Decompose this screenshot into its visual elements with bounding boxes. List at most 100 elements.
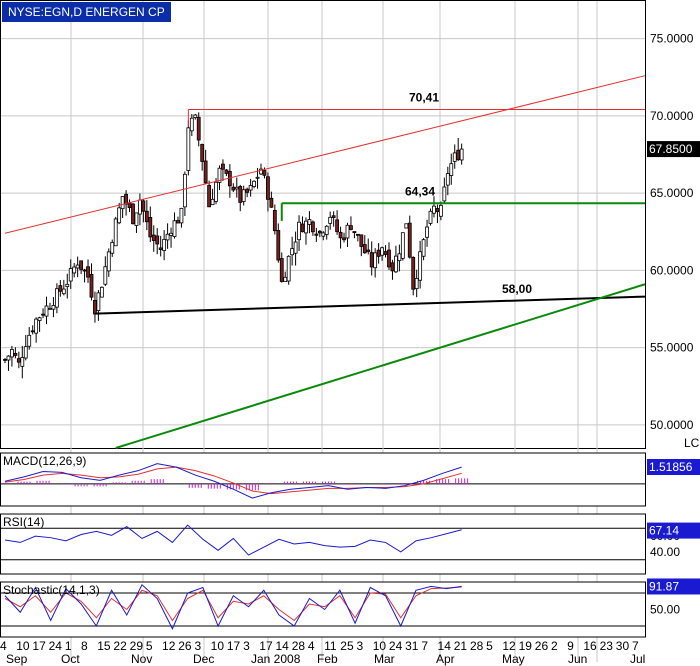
candle-body <box>155 235 160 245</box>
candle-body <box>407 222 412 258</box>
candle-body <box>200 143 205 162</box>
candle-body <box>72 266 77 274</box>
x-axis-month-label: Nov <box>131 652 152 666</box>
stochastic-k-line <box>4 583 462 630</box>
candle-body <box>144 210 149 223</box>
price-axis-label: 75.0000 <box>650 32 694 46</box>
candle-body <box>75 264 80 269</box>
candle-body <box>120 196 125 210</box>
x-axis-tick-label: 7 <box>421 639 428 653</box>
candle-body <box>286 255 291 282</box>
candle-body <box>103 266 108 285</box>
candle-body <box>449 163 454 176</box>
candle-body <box>421 239 426 257</box>
candle-body <box>68 268 73 282</box>
candle-body <box>207 185 212 208</box>
candle-body <box>238 186 243 203</box>
candle-body <box>376 249 381 257</box>
candle-body <box>221 163 225 170</box>
x-axis-tick-label: 10 <box>16 639 30 653</box>
x-axis-month-label: Dec <box>193 652 214 666</box>
candle-body <box>359 234 364 247</box>
candle-body <box>355 233 360 236</box>
x-axis-tick-label: 12 <box>162 639 176 653</box>
candle-body <box>241 189 246 202</box>
x-axis-tick-label: 24 <box>49 639 63 653</box>
candle-body <box>366 249 371 252</box>
candle-body <box>331 215 336 218</box>
x-axis-tick-label: 15 <box>97 639 111 653</box>
candle-body <box>113 218 118 247</box>
x-axis-month-label: Jun <box>568 652 587 666</box>
candle-body <box>34 318 39 334</box>
price-axis-label: 55.0000 <box>650 341 694 355</box>
candle-body <box>96 292 101 312</box>
stochastic-value-label: 91.87 <box>649 579 679 593</box>
candle-body <box>387 249 391 268</box>
x-axis-month-label: Jan 2008 <box>251 652 301 666</box>
x-axis-tick-label: 5 <box>146 639 153 653</box>
candle-body <box>259 168 263 175</box>
macd-value-label: 1.51856 <box>649 460 693 474</box>
candle-body <box>234 186 239 190</box>
candle-body <box>338 231 343 239</box>
candle-body <box>79 260 84 270</box>
candle-body <box>272 210 277 232</box>
x-axis-month-label: Sep <box>6 652 28 666</box>
level-annotation: 70,41 <box>409 91 439 105</box>
candle-body <box>6 355 11 361</box>
x-axis-tick-label: 17 <box>227 639 241 653</box>
candle-body <box>196 116 201 141</box>
candle-body <box>141 200 146 212</box>
candle-body <box>425 226 429 238</box>
candle-body <box>58 285 63 292</box>
rsi-value-box <box>647 522 700 539</box>
stochastic-value-box <box>647 578 700 595</box>
indicator-panel <box>0 581 646 638</box>
price-axis-label: 65.0000 <box>650 186 694 200</box>
x-axis-tick-label: 10 <box>211 639 225 653</box>
candle-body <box>162 238 167 251</box>
x-axis-tick-label: 16 <box>583 639 597 653</box>
candle-body <box>369 252 374 268</box>
candle-body <box>172 220 177 237</box>
candle-body <box>321 232 326 237</box>
candle-body <box>44 305 49 317</box>
x-axis-tick-label: 8 <box>81 639 88 653</box>
x-axis-tick-label: 19 <box>519 639 533 653</box>
candle-body <box>224 169 229 174</box>
candle-body <box>307 219 312 225</box>
x-axis-tick-label: 28 <box>470 639 484 653</box>
x-axis-month-label: Oct <box>61 652 80 666</box>
level-annotation: 58,00 <box>502 282 532 296</box>
macd-value-box <box>647 459 700 475</box>
candle-body <box>456 149 461 161</box>
x-axis-tick-label: 5 <box>486 639 493 653</box>
candle-body <box>182 173 187 208</box>
candle-body <box>304 220 308 234</box>
candle-body <box>290 248 295 256</box>
x-axis-tick-label: 7 <box>632 639 639 653</box>
macd-line <box>4 463 462 499</box>
candle-body <box>10 349 14 358</box>
x-axis-tick-label: 30 <box>616 639 630 653</box>
candle-body <box>349 225 353 230</box>
x-axis-tick-label: 23 <box>600 639 614 653</box>
x-axis-tick-label: 11 <box>324 639 337 653</box>
candle-body <box>390 262 395 272</box>
price-axis-label: 70.0000 <box>650 109 694 123</box>
x-axis-tick-label: 10 <box>373 639 387 653</box>
candle-body <box>217 167 222 183</box>
stochastic-label: Stochastic(14,1,3) <box>3 583 100 597</box>
x-axis-tick-label: 3 <box>243 639 250 653</box>
trend-line <box>4 75 646 234</box>
candle-body <box>93 299 97 315</box>
candle-body <box>438 204 443 217</box>
current-price-box <box>647 141 700 158</box>
candle-body <box>27 334 32 347</box>
x-axis-tick-label: 21 <box>454 639 468 653</box>
x-axis-tick-label: 22 <box>113 639 127 653</box>
candle-body <box>82 269 87 272</box>
candle-body <box>345 224 350 239</box>
